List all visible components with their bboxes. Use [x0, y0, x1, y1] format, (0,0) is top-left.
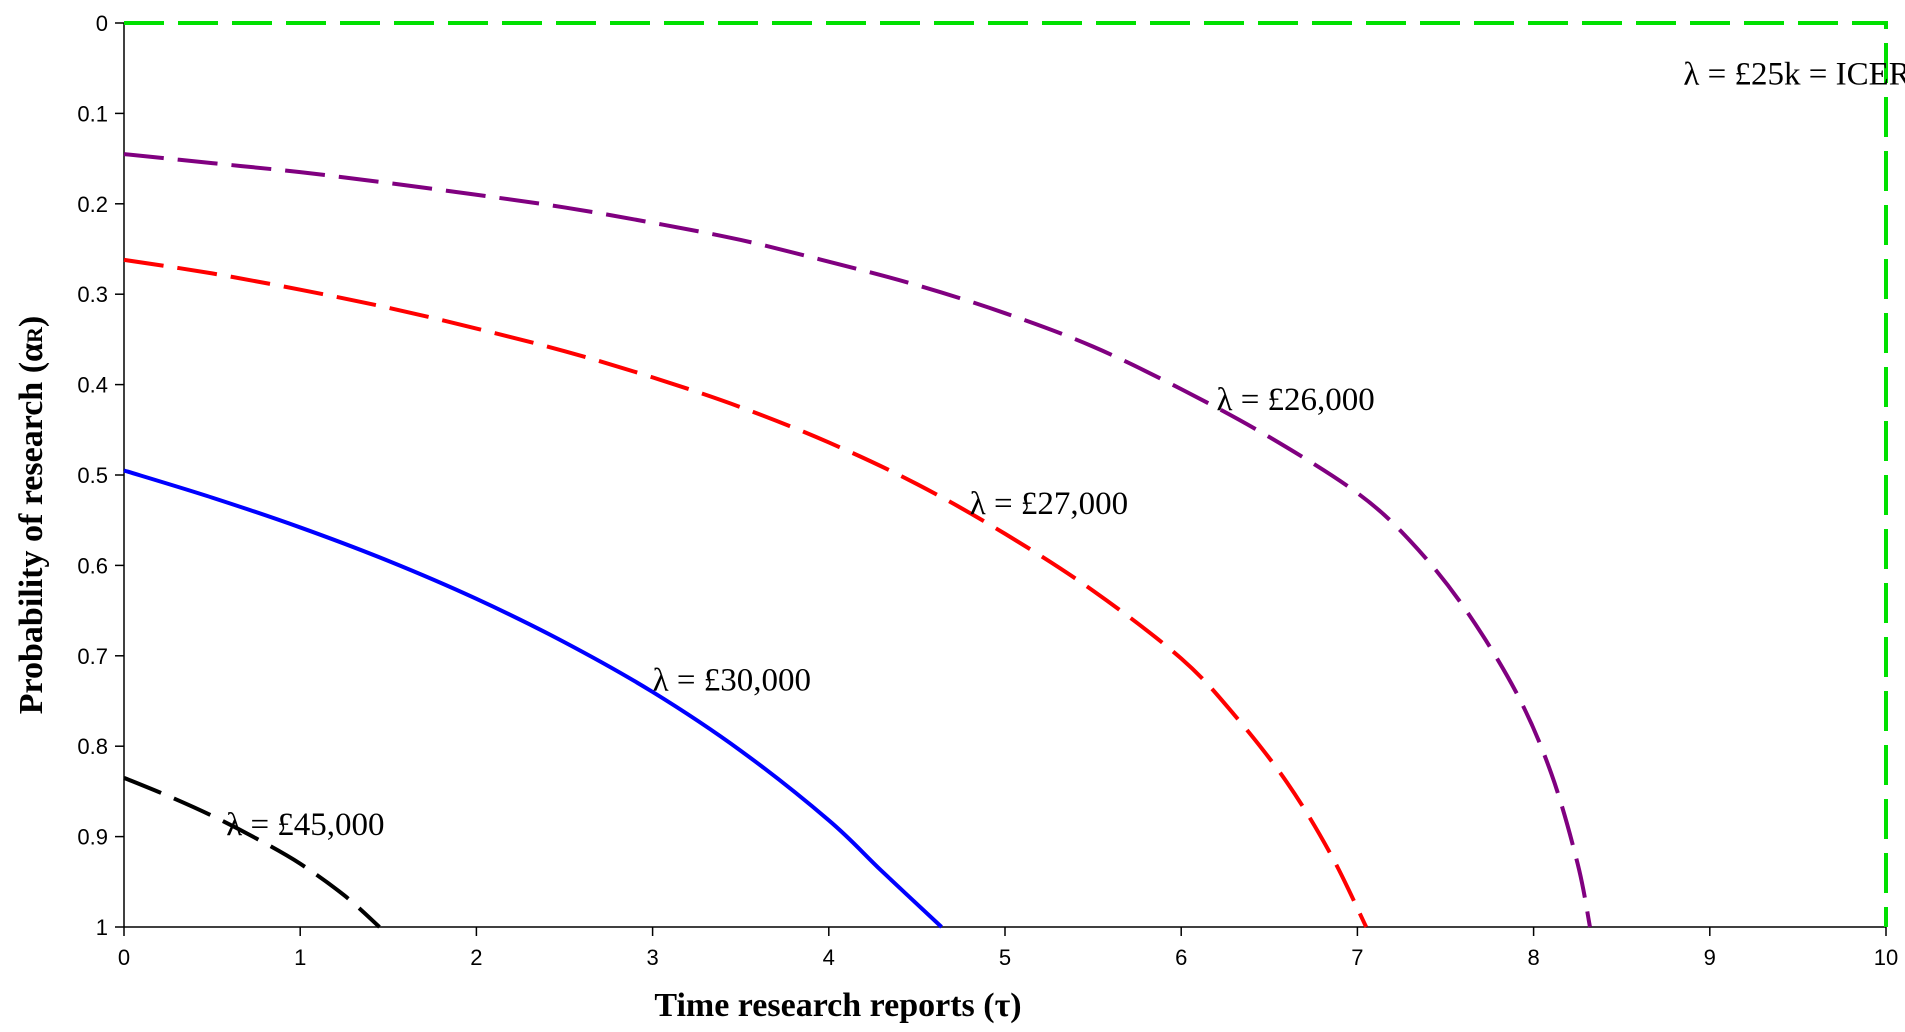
y-tick-label: 0.5 — [77, 463, 108, 488]
y-axis-title: Probability of research (αR) — [13, 316, 50, 714]
y-tick-label: 0.7 — [77, 644, 108, 669]
x-tick-label: 3 — [646, 945, 658, 970]
series-line-30-000 — [123, 468, 943, 929]
x-tick-label: 7 — [1351, 945, 1363, 970]
x-tick-label: 5 — [999, 945, 1011, 970]
x-tick-label: 6 — [1175, 945, 1187, 970]
y-tick-label: 0.1 — [77, 101, 108, 126]
y-tick-label: 0.9 — [77, 825, 108, 850]
y-tick-label: 0 — [96, 11, 108, 36]
series-line-25k-icer — [124, 21, 1888, 927]
axes: 00.10.20.30.40.50.60.70.80.910 1 2 3 4 5 6 7 8 9 1… — [77, 11, 1898, 970]
x-tick-label: 8 — [1527, 945, 1539, 970]
annotations-layer: λ = £25k = ICER λ = £26,000 λ = £27,000 λ =… — [226, 57, 1905, 843]
x-tick-label: 10 — [1874, 945, 1898, 970]
series-line-26-000 — [123, 152, 1592, 928]
y-tick-label: 1 — [96, 915, 108, 940]
x-axis-title: Time research reports (τ) — [654, 987, 1021, 1024]
y-tick-label: 0.3 — [77, 282, 108, 307]
y-tick-label: 0.2 — [77, 192, 108, 217]
series-label: λ = £30,000 — [653, 662, 811, 698]
y-tick-label: 0.8 — [77, 734, 108, 759]
series-label: λ = £45,000 — [226, 807, 384, 843]
x-tick-label: 4 — [823, 945, 835, 970]
series-label: λ = £27,000 — [970, 486, 1128, 522]
y-tick-label: 0.4 — [77, 373, 108, 398]
x-tick-label: 9 — [1704, 945, 1716, 970]
x-tick-label: 2 — [470, 945, 482, 970]
series-label: λ = £26,000 — [1216, 382, 1374, 418]
y-axis-title-main: Probability of research (α — [13, 343, 50, 714]
y-axis-title-subscript: R — [22, 326, 47, 343]
series-layer — [123, 21, 1888, 929]
series-line-27-000 — [123, 257, 1369, 928]
series-line-45-000 — [123, 775, 381, 929]
y-axis-title-close: ) — [13, 316, 50, 327]
x-tick-label: 0 — [118, 945, 130, 970]
series-label: λ = £25k = ICER — [1683, 57, 1905, 93]
x-tick-label: 1 — [294, 945, 306, 970]
y-tick-label: 0.6 — [77, 553, 108, 578]
